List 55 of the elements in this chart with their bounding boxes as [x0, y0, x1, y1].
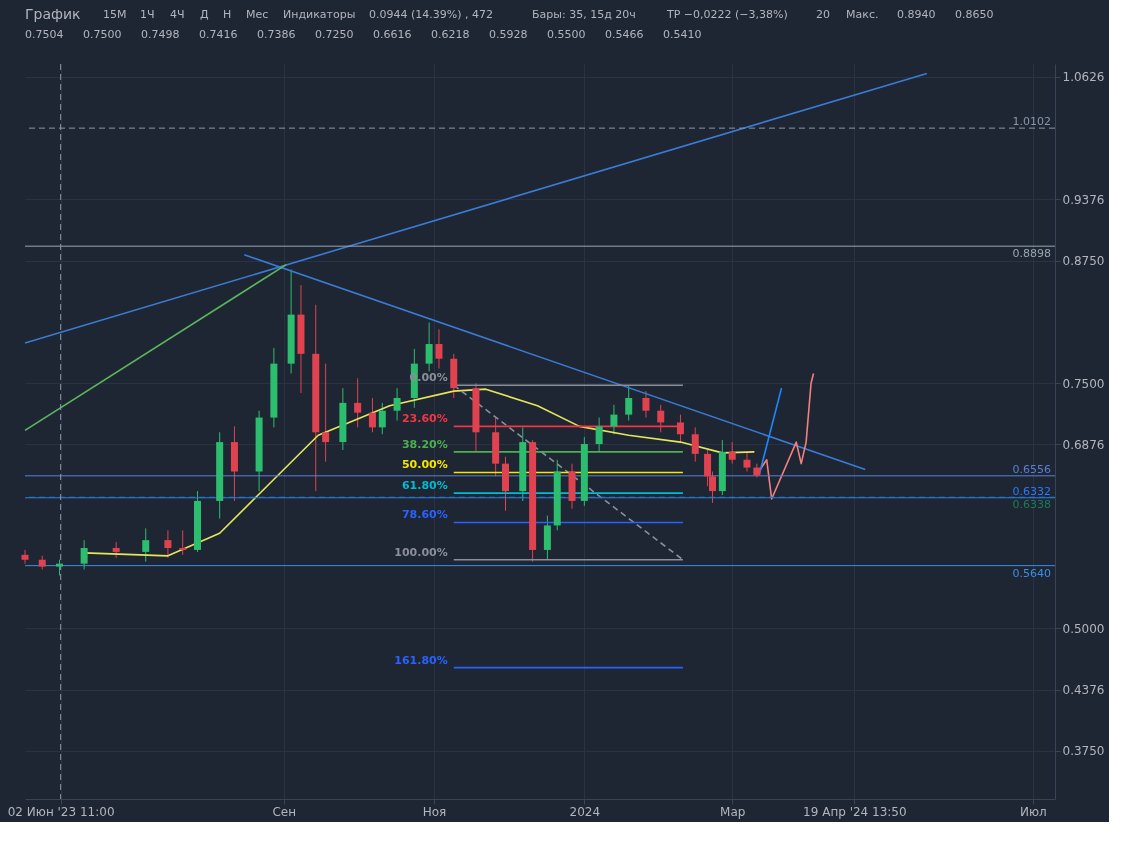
series-label: 78.60% [401, 508, 448, 522]
text: 4Ч [170, 8, 185, 21]
x-tick-label: Июл [1019, 804, 1047, 819]
text: 0.5466 [605, 28, 644, 41]
y-tick-label: 0.3750 [1062, 744, 1105, 759]
y-tick-label: 0.9376 [1062, 192, 1105, 207]
text: Индикаторы [283, 8, 356, 21]
y-tick-label: 1.0626 [1062, 70, 1105, 85]
text: 0.5410 [663, 28, 702, 41]
text: 0.5928 [489, 28, 528, 41]
series-label: 50.00% [401, 458, 448, 472]
text: 0.7416 [199, 28, 238, 41]
ref-line-label: 0.6556 [1012, 462, 1051, 476]
x-tick-label: 19 Апр '24 13:50 [803, 804, 907, 819]
x-tick-label: Сен [272, 804, 297, 819]
ref-line-label: 0.8898 [1012, 247, 1051, 261]
text: 0.8650 [955, 8, 994, 21]
text: 20 [816, 8, 830, 21]
text: 0.7386 [257, 28, 296, 41]
series-label: 23.60% [401, 412, 448, 426]
series-label: 38.20% [401, 437, 448, 451]
text: Д [200, 8, 209, 21]
y-tick-label: 0.7500 [1062, 376, 1105, 391]
text: Макс. [846, 8, 879, 21]
ref-line-label: 0.6338 [1012, 498, 1051, 512]
text: 15М [103, 8, 127, 21]
text: 0.7498 [141, 28, 180, 41]
text: Бары: 35, 15д 20ч [532, 8, 636, 21]
y-tick-label: 0.5000 [1062, 621, 1105, 636]
text: 0.0944 (14.39%) , 472 [369, 8, 493, 21]
series-label: 100.00% [394, 545, 448, 559]
chart-title: График [25, 6, 81, 22]
text: 0.6218 [431, 28, 470, 41]
text: 0.7250 [315, 28, 354, 41]
x-tick-label: 02 Июн '23 11:00 [7, 804, 115, 819]
series-label: 61.80% [401, 479, 448, 493]
x-tick-label: Ноя [422, 804, 447, 819]
text: 1Ч [140, 8, 155, 21]
ref-line-label: 0.6332 [1012, 484, 1051, 498]
y-tick-label: 0.8750 [1062, 254, 1105, 269]
ref-line-label: 0.5640 [1012, 566, 1051, 580]
text: 0.5500 [547, 28, 586, 41]
ref-line-label: 1.0102 [1012, 115, 1051, 129]
series-label: 161.80% [394, 653, 448, 667]
text: Н [223, 8, 232, 21]
y-tick-label: 0.6876 [1062, 437, 1105, 452]
text: 0.7504 [25, 28, 64, 41]
x-tick-label: 2024 [569, 804, 601, 819]
text: 0.6616 [373, 28, 412, 41]
text: Мес [246, 8, 269, 21]
y-tick-label: 0.4376 [1062, 683, 1105, 698]
x-tick-label: Мар [720, 804, 746, 819]
text: 0.7500 [83, 28, 122, 41]
text: TP −0,0222 (−3,38%) [666, 8, 788, 21]
text: 0.8940 [897, 8, 936, 21]
